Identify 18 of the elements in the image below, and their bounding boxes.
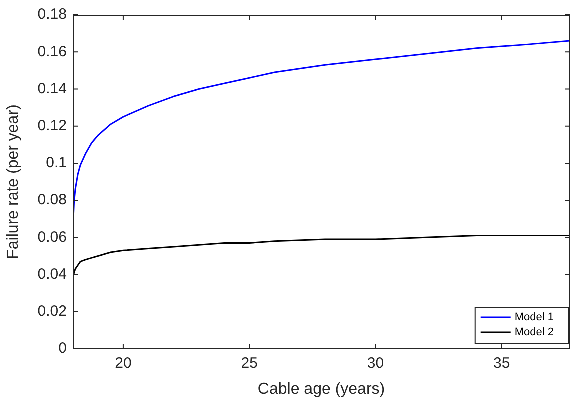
y-tick-label: 0.12	[38, 117, 67, 134]
y-tick-label: 0.16	[38, 43, 67, 60]
x-tick-label: 20	[115, 355, 132, 372]
x-tick-label: 30	[367, 355, 384, 372]
y-tick-label: 0	[58, 340, 67, 358]
legend-label: Model 1	[514, 312, 554, 324]
y-axis-title: Failure rate (per year)	[5, 104, 22, 260]
x-axis-title: Cable age (years)	[258, 380, 386, 398]
y-tick-label: 0.08	[38, 192, 67, 209]
y-tick-label: 0.06	[38, 228, 67, 246]
y-tick-label: 0.14	[38, 80, 67, 98]
x-tick-label: 25	[241, 355, 258, 372]
y-tick-label: 0.18	[38, 6, 67, 24]
legend-label: Model 2	[514, 326, 554, 339]
x-tick-label: 35	[494, 355, 510, 372]
y-tick-label: 0.1	[46, 154, 67, 172]
y-tick-label: 0.02	[38, 303, 67, 320]
y-tick-label: 0.04	[38, 266, 67, 283]
